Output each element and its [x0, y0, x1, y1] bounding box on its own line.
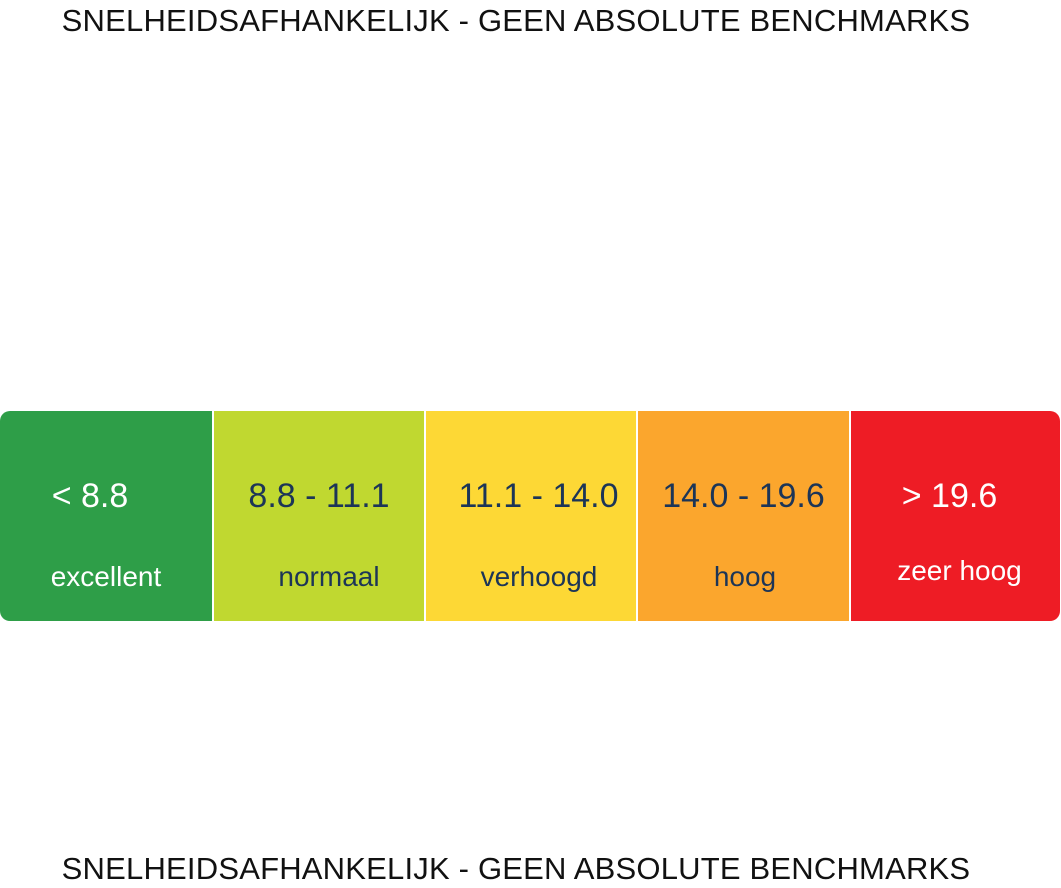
bottom-caption: SNELHEIDSAFHANKELIJK - GEEN ABSOLUTE BEN…: [61, 851, 971, 886]
segment-range: > 19.6: [901, 477, 998, 515]
segment-range: 11.1 - 14.0: [458, 477, 619, 515]
segment-label: verhoogd: [480, 561, 598, 592]
segment-label: hoog: [713, 561, 777, 592]
segment-range: 14.0 - 19.6: [662, 477, 825, 515]
segment-verhoogd: 11.1 - 14.0 verhoogd: [424, 411, 636, 621]
segment-normaal: 8.8 - 11.1 normaal: [212, 411, 424, 621]
top-caption: SNELHEIDSAFHANKELIJK - GEEN ABSOLUTE BEN…: [61, 3, 971, 38]
segment-range: < 8.8: [51, 477, 129, 515]
segment-label: zeer hoog: [897, 555, 1022, 586]
segment-excellent: < 8.8 excellent: [0, 411, 212, 621]
benchmark-scale: < 8.8 excellent 8.8 - 11.1 normaal 11.1 …: [0, 411, 1060, 621]
segment-range: 8.8 - 11.1: [248, 477, 390, 515]
segment-hoog: 14.0 - 19.6 hoog: [636, 411, 849, 621]
segment-label: normaal: [278, 561, 380, 592]
segment-label: excellent: [50, 561, 162, 592]
segment-zeer-hoog: > 19.6 zeer hoog: [849, 411, 1060, 621]
